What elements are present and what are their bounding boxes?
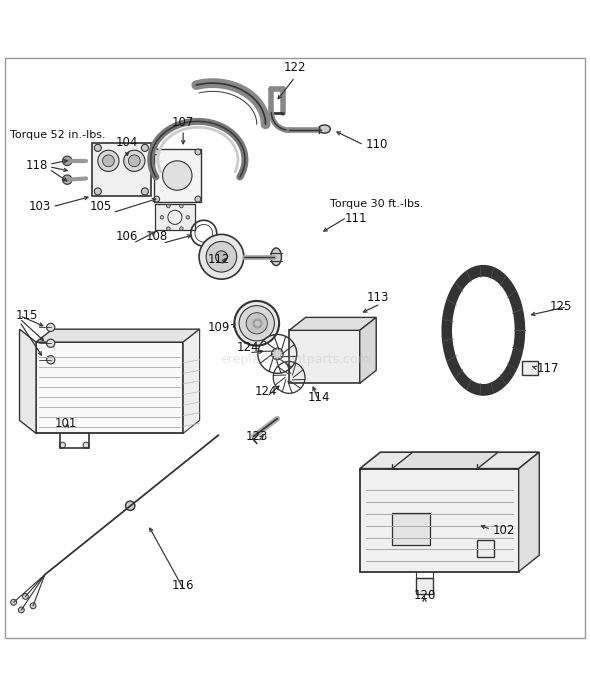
Text: 102: 102 — [492, 524, 514, 537]
Circle shape — [163, 161, 192, 190]
Circle shape — [239, 306, 274, 341]
Circle shape — [63, 156, 72, 166]
Circle shape — [167, 205, 170, 208]
Text: 112: 112 — [207, 253, 230, 266]
Bar — [92, 143, 151, 196]
Text: 106: 106 — [116, 230, 139, 243]
Bar — [416, 578, 433, 594]
Text: Torque 52 in.-lbs.: Torque 52 in.-lbs. — [9, 130, 105, 140]
Circle shape — [167, 227, 170, 230]
Text: 108: 108 — [146, 230, 168, 243]
Bar — [289, 331, 360, 383]
Bar — [154, 149, 201, 202]
Text: 107: 107 — [172, 116, 194, 129]
Circle shape — [22, 594, 28, 599]
Polygon shape — [183, 329, 199, 434]
Text: 116: 116 — [172, 579, 195, 592]
Circle shape — [246, 313, 267, 334]
Circle shape — [154, 196, 160, 202]
Circle shape — [206, 242, 237, 272]
Bar — [392, 513, 430, 545]
Polygon shape — [392, 452, 498, 468]
Circle shape — [271, 348, 283, 360]
Circle shape — [129, 155, 140, 167]
Circle shape — [126, 501, 135, 510]
Circle shape — [195, 149, 201, 155]
Ellipse shape — [271, 248, 281, 266]
Text: 117: 117 — [536, 362, 559, 375]
Circle shape — [186, 216, 189, 219]
Text: 120: 120 — [414, 590, 435, 602]
Circle shape — [154, 149, 160, 155]
Text: 124: 124 — [254, 385, 277, 398]
Circle shape — [60, 442, 65, 448]
Text: 124: 124 — [237, 341, 259, 354]
Bar — [360, 468, 519, 571]
Polygon shape — [19, 329, 36, 434]
Polygon shape — [453, 278, 514, 383]
Polygon shape — [360, 317, 376, 383]
Text: 113: 113 — [366, 291, 389, 304]
Circle shape — [124, 150, 145, 171]
Text: 105: 105 — [90, 200, 112, 212]
Bar — [36, 342, 183, 434]
Polygon shape — [36, 329, 199, 342]
Circle shape — [234, 301, 279, 346]
Circle shape — [179, 227, 183, 230]
Ellipse shape — [319, 125, 330, 133]
Polygon shape — [289, 317, 376, 331]
Circle shape — [83, 442, 89, 448]
Text: 118: 118 — [25, 159, 48, 172]
Circle shape — [94, 188, 101, 195]
Text: 103: 103 — [28, 200, 51, 213]
Circle shape — [142, 144, 149, 152]
Circle shape — [30, 603, 36, 609]
Circle shape — [103, 155, 114, 167]
Polygon shape — [519, 452, 539, 571]
Circle shape — [18, 607, 24, 613]
Text: Torque 30 ft.-lbs.: Torque 30 ft.-lbs. — [330, 199, 424, 209]
Text: 115: 115 — [15, 309, 38, 322]
Bar — [155, 204, 195, 230]
Text: 109: 109 — [208, 321, 230, 334]
Circle shape — [199, 235, 244, 279]
Circle shape — [47, 323, 55, 331]
Circle shape — [63, 175, 72, 184]
Circle shape — [94, 144, 101, 152]
Text: 110: 110 — [366, 139, 388, 152]
Text: 114: 114 — [307, 391, 330, 404]
Text: ereplacementparts.com: ereplacementparts.com — [220, 354, 370, 366]
Text: 125: 125 — [549, 300, 572, 313]
Bar — [522, 361, 538, 375]
Text: 122: 122 — [284, 61, 306, 74]
Circle shape — [195, 196, 201, 202]
Text: 111: 111 — [345, 212, 368, 225]
Circle shape — [47, 356, 55, 364]
Circle shape — [215, 251, 227, 262]
Bar — [477, 541, 494, 557]
Text: 101: 101 — [54, 418, 77, 430]
Polygon shape — [360, 452, 539, 468]
Circle shape — [47, 339, 55, 347]
Circle shape — [160, 216, 164, 219]
Text: 123: 123 — [245, 430, 268, 443]
Circle shape — [98, 150, 119, 171]
Circle shape — [179, 205, 183, 208]
Circle shape — [142, 188, 149, 195]
Polygon shape — [442, 266, 525, 395]
Text: 104: 104 — [116, 136, 139, 149]
Circle shape — [11, 599, 17, 606]
